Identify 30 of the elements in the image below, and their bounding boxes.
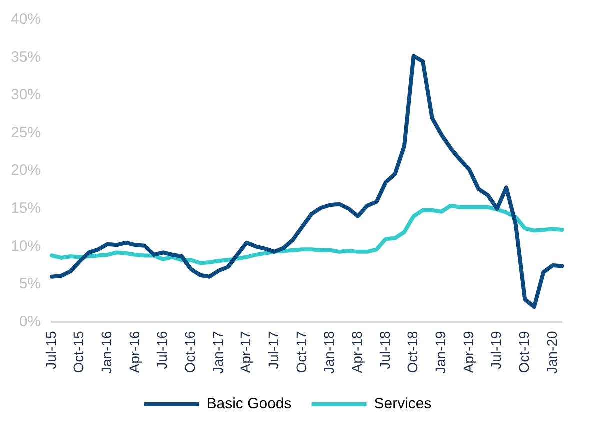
- y-tick-label: 5%: [19, 276, 42, 293]
- y-tick-label: 10%: [10, 238, 42, 255]
- legend-label: Basic Goods: [206, 396, 292, 413]
- y-tick-label: 30%: [10, 86, 42, 104]
- x-tick-label: Jul-16: [154, 330, 170, 370]
- x-tick-label: Jan-17: [210, 330, 226, 374]
- x-tick-label: Jul-17: [266, 330, 282, 370]
- y-tick-label: 20%: [10, 162, 42, 180]
- x-tick-label: Jan-20: [544, 330, 560, 374]
- x-tick-label: Jul-15: [42, 330, 59, 370]
- y-tick-label: 0%: [19, 313, 42, 330]
- x-tick-label: Oct-18: [404, 330, 421, 374]
- x-tick-label: Jan-18: [321, 330, 338, 374]
- x-tick-label: Apr-19: [460, 330, 476, 374]
- y-tick-label: 40%: [10, 11, 42, 28]
- legend-label: Services: [374, 396, 432, 413]
- x-tick-label: Jul-19: [488, 330, 504, 370]
- x-tick-label: Oct-16: [182, 330, 198, 374]
- x-tick-label: Apr-18: [348, 330, 365, 374]
- y-tick-label: 35%: [10, 48, 42, 66]
- y-tick-label: 25%: [10, 124, 42, 142]
- y-tick-label: 15%: [10, 200, 42, 218]
- x-tick-label: Oct-17: [293, 330, 310, 374]
- x-tick-label: Jan-19: [432, 330, 448, 374]
- x-tick-label: Oct-19: [516, 330, 532, 374]
- x-tick-label: Jan-16: [98, 330, 115, 374]
- x-tick-label: Oct-15: [70, 330, 87, 374]
- x-tick-label: Jul-18: [376, 330, 393, 370]
- x-tick-label: Apr-17: [238, 330, 254, 374]
- x-tick-label: Apr-16: [126, 330, 142, 374]
